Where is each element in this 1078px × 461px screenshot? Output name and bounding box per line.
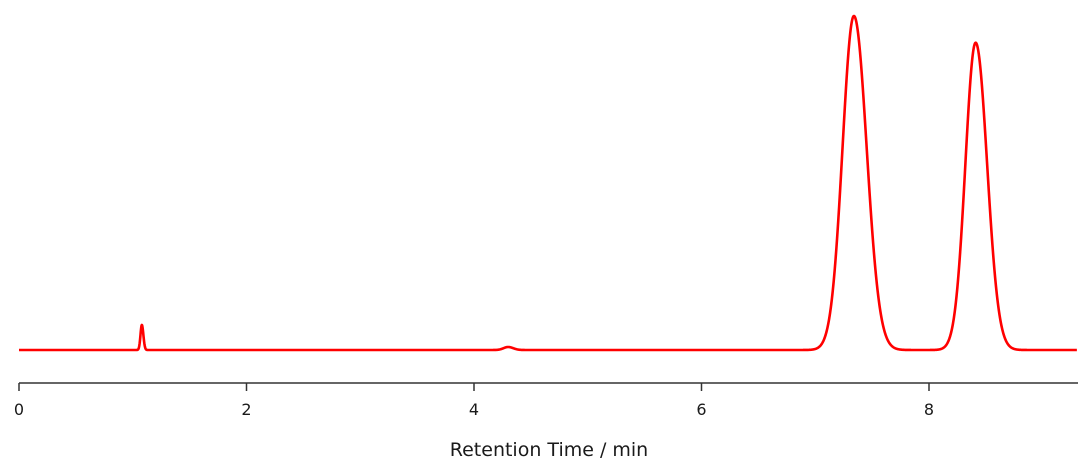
chromatogram-trace	[17, 14, 1078, 352]
x-tick-label: 6	[696, 400, 706, 419]
x-tick-label: 2	[241, 400, 251, 419]
x-axis-ticks: 0 2 4 6 8	[14, 383, 934, 419]
x-tick-label: 8	[924, 400, 934, 419]
x-axis-title: Retention Time / min	[450, 439, 648, 461]
plot-area	[17, 14, 1078, 352]
x-tick-label: 0	[14, 400, 24, 419]
x-tick-label: 4	[469, 400, 479, 419]
